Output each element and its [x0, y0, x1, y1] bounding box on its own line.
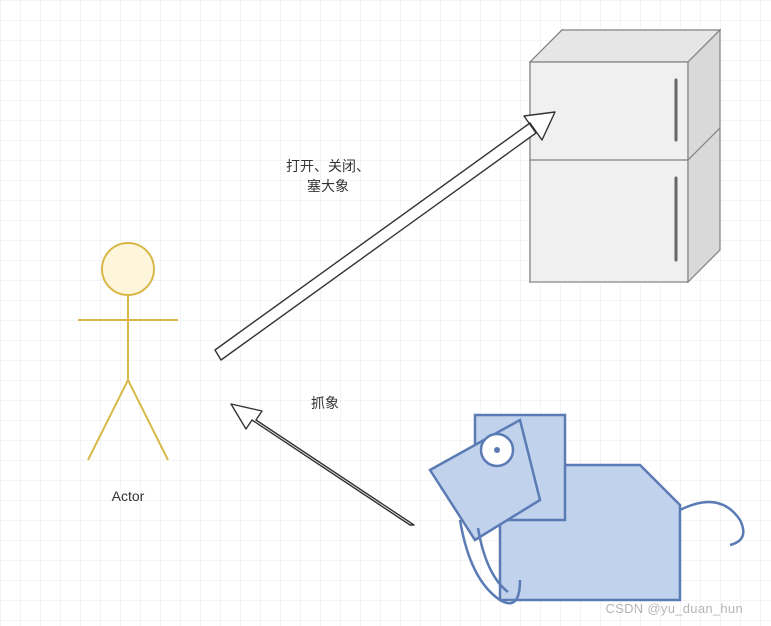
- arrow1-label-line2: 塞大象: [268, 176, 388, 196]
- arrow1-label-line1: 打开、关闭、: [268, 156, 388, 176]
- actor-label: Actor: [98, 488, 158, 504]
- watermark: CSDN @yu_duan_hun: [605, 601, 743, 616]
- diagram-svg: [0, 0, 771, 626]
- fridge: [530, 30, 720, 282]
- arrow2-label: 抓象: [295, 393, 355, 413]
- diagram-canvas: Actor 打开、关闭、 塞大象 抓象 CSDN @yu_duan_hun: [0, 0, 771, 626]
